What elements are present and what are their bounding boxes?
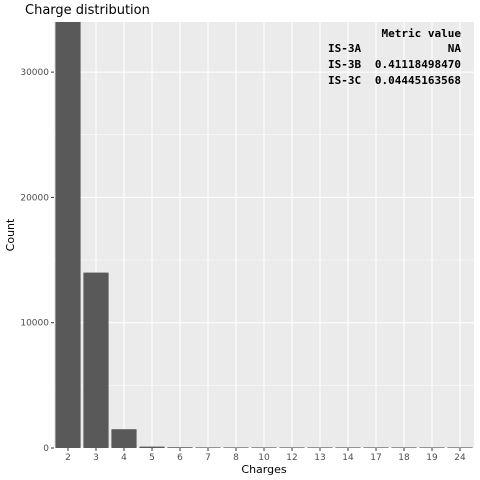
metric-value-is-3a: NA [448,42,462,55]
bar-5 [139,446,165,448]
bar-7 [195,447,221,448]
metric-name-is-3c: IS-3C [328,74,361,87]
y-tick-label: 30000 [20,68,49,78]
bar-2 [55,22,81,448]
metric-name-is-3a: IS-3A [328,42,361,55]
bar-18 [391,447,417,448]
y-tick-label: 10000 [20,319,49,329]
bar-8 [223,447,249,448]
x-tick-label: 5 [149,453,155,463]
bars [55,22,473,448]
metric-value-is-3b: 0.41118498470 [375,58,461,71]
x-tick-label: 12 [286,453,297,463]
metric-table-header: Metric value [382,27,462,40]
x-tick-label: 7 [205,453,211,463]
bar-17 [363,447,389,448]
x-axis-title: Charges [241,463,286,476]
x-tick-label: 10 [258,453,270,463]
y-tick-label: 0 [43,444,49,454]
x-tick-label: 6 [177,453,183,463]
x-tick-label: 4 [121,453,127,463]
x-tick-label: 24 [454,453,466,463]
bar-14 [335,447,361,448]
bar-10 [251,447,277,448]
x-tick-label: 3 [93,453,99,463]
metric-table: Metric value IS-3A NA IS-3B 0.4111849847… [328,27,461,87]
bar-19 [419,447,445,448]
x-tick-label: 19 [426,453,438,463]
x-tick-label: 17 [370,453,381,463]
bar-6 [167,447,193,448]
y-tick-label: 20000 [20,193,49,203]
y-axis: 0 10000 20000 30000 [20,68,54,454]
bar-24 [447,447,473,448]
chart-title: Charge distribution [25,3,150,18]
metric-name-is-3b: IS-3B [328,58,361,71]
bar-3 [83,272,109,448]
x-tick-label: 8 [233,453,239,463]
x-tick-label: 2 [65,453,71,463]
grid-lines [54,22,474,449]
x-tick-label: 13 [314,453,325,463]
x-tick-label: 14 [342,453,354,463]
bar-12 [279,447,305,448]
bar-13 [307,447,333,448]
metric-value-is-3c: 0.04445163568 [375,74,461,87]
bar-4 [111,429,137,448]
y-axis-title: Count [4,218,17,251]
x-axis: 2 3 4 5 6 7 8 10 12 13 14 17 18 19 24 [65,448,466,463]
x-tick-label: 18 [398,453,410,463]
